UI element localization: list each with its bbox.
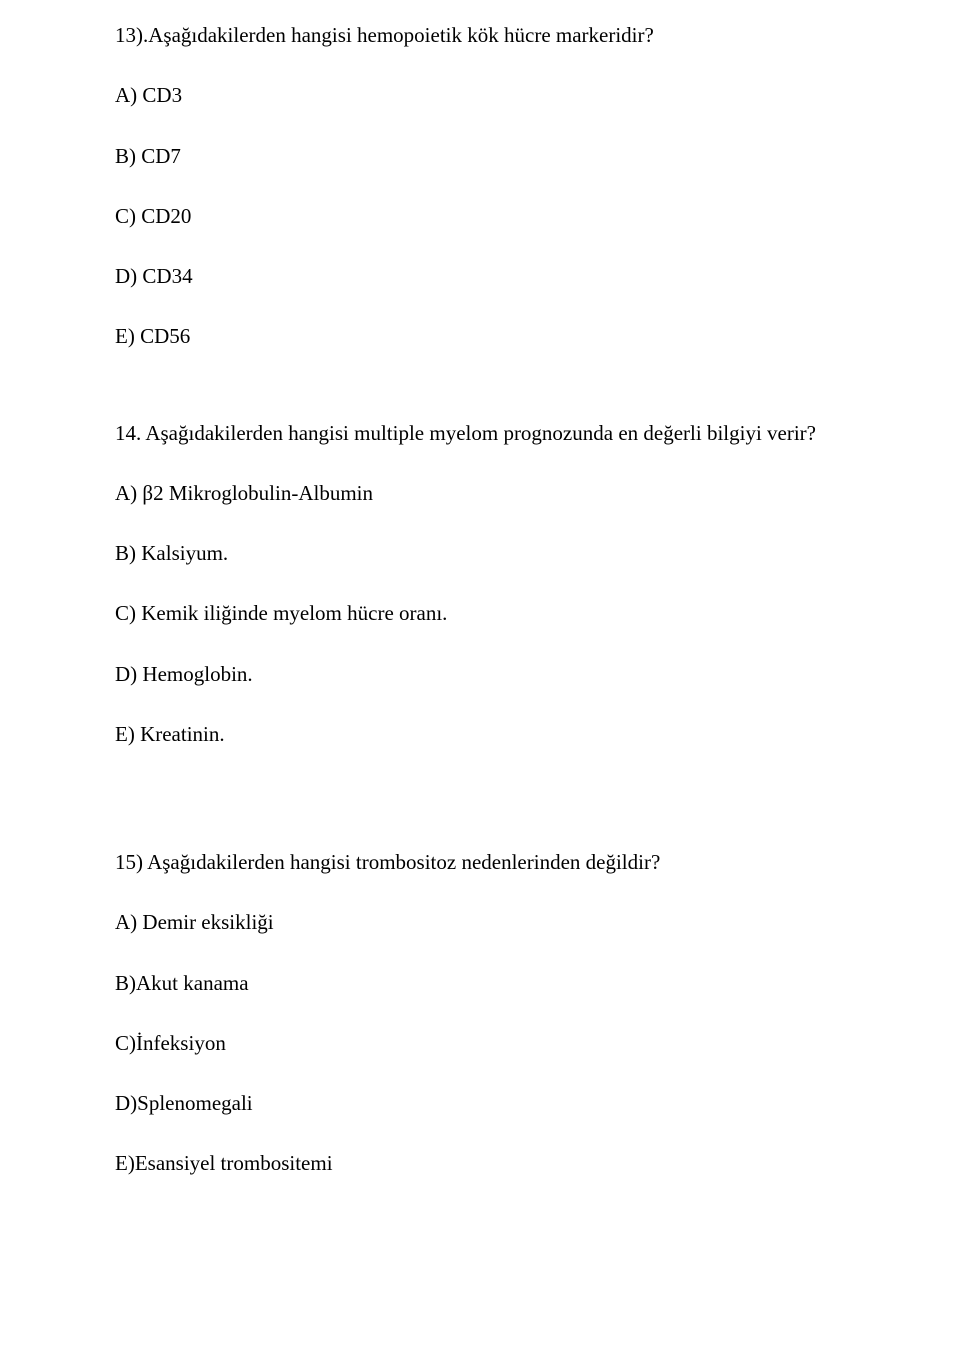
spacer [115,759,845,849]
question-13-text: 13).Aşağıdakilerden hangisi hemopoietik … [115,22,845,48]
q13-option-d: D) CD34 [115,263,845,289]
q14-option-e: E) Kreatinin. [115,721,845,747]
q14-option-d: D) Hemoglobin. [115,661,845,687]
q14-option-c: C) Kemik iliğinde myelom hücre oranı. [115,600,845,626]
q13-option-a: A) CD3 [115,82,845,108]
q15-option-e: E)Esansiyel trombositemi [115,1150,845,1176]
q13-option-e: E) CD56 [115,323,845,349]
exam-page: 13).Aşağıdakilerden hangisi hemopoietik … [0,0,960,1177]
q15-option-a: A) Demir eksikliği [115,909,845,935]
q15-option-b: B)Akut kanama [115,970,845,996]
question-14-text: 14. Aşağıdakilerden hangisi multiple mye… [115,420,845,446]
question-15-text: 15) Aşağıdakilerden hangisi trombositoz … [115,849,845,875]
q14-option-a: A) β2 Mikroglobulin-Albumin [115,480,845,506]
q15-option-d: D)Splenomegali [115,1090,845,1116]
q13-option-b: B) CD7 [115,143,845,169]
q13-option-c: C) CD20 [115,203,845,229]
q15-option-c: C)İnfeksiyon [115,1030,845,1056]
q14-option-b: B) Kalsiyum. [115,540,845,566]
spacer [115,362,845,420]
